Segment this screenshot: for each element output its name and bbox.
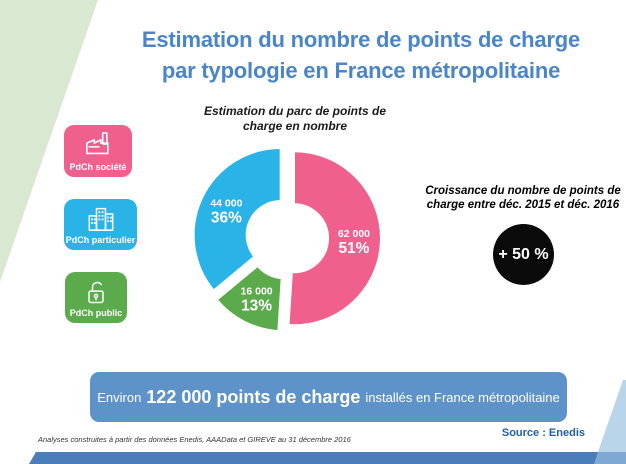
chart-title-line2: charge en nombre [242, 119, 348, 133]
legend-card-pdch-public: PdCh public [65, 272, 127, 323]
donut-slice-pdch-societe [287, 150, 382, 327]
growth-caption-line2: charge entre déc. 2015 et déc. 2016 [426, 199, 620, 211]
analysis-note: Analyses construites à partir des donnée… [38, 435, 351, 444]
growth-caption-line1: Croissance du nombre de points de [425, 185, 621, 197]
page-title-line1: Estimation du nombre de points de charge [141, 27, 581, 52]
growth-caption: Croissance du nombre de points de charge… [423, 184, 623, 212]
banner-suffix: installés en France métropolitaine [365, 389, 560, 405]
donut-slice-pdch-particulier [192, 147, 282, 292]
page-title: Estimation du nombre de points de charge… [96, 24, 626, 86]
banner-total: 122 000 points de charge [146, 386, 361, 407]
source-label: Source : Enedis [501, 427, 585, 439]
donut-slice-pdch-public [215, 264, 283, 333]
legend-label: PdCh particulier [65, 235, 136, 245]
donut-slice-label-pdch-particulier: 44 000 36% [210, 197, 242, 226]
legend-label: PdCh public [69, 308, 123, 318]
donut-slice-label-pdch-societe: 62 000 51% [338, 228, 370, 257]
legend-card-pdch-societe: PdCh société [64, 125, 132, 177]
corner-light-triangle [594, 380, 626, 464]
legend-card-pdch-particulier: PdCh particulier [64, 199, 137, 250]
bottom-blue-bar [29, 452, 626, 464]
donut-slice-label-pdch-public: 16 000 13% [241, 286, 273, 315]
banner-prefix: Environ [97, 389, 142, 405]
growth-badge: + 50 % [493, 224, 554, 285]
chart-title: Estimation du parc de points de charge e… [175, 104, 415, 134]
buildings-icon [88, 207, 113, 231]
growth-badge-value: + 50 % [498, 245, 549, 263]
page-title-line2: par typologie en France métropolitaine [161, 58, 561, 83]
chart-title-line1: Estimation du parc de points de [203, 104, 387, 118]
total-banner: Environ 122 000 points de charge install… [90, 372, 567, 422]
legend-label: PdCh société [69, 162, 127, 172]
open-padlock-icon [88, 281, 104, 304]
donut-chart: 62 000 51% 16 000 13% 44 000 36% [192, 147, 382, 333]
factory-icon [86, 132, 109, 155]
